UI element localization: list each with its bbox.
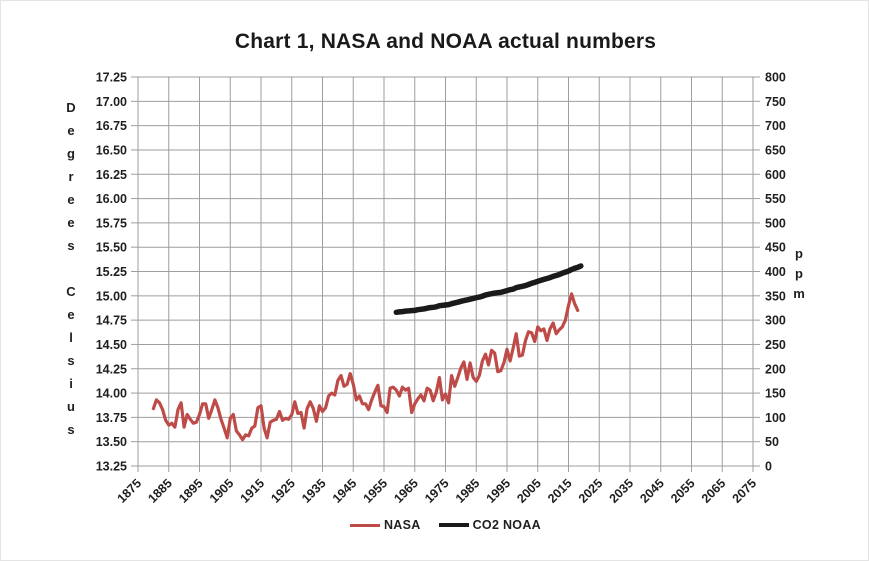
x-axis-tick-label: 1975	[422, 476, 452, 506]
left-axis-tick-label: 17.25	[96, 71, 127, 85]
right-axis-tick-label: 250	[765, 338, 786, 352]
x-axis-tick-label: 1875	[115, 476, 145, 506]
left-axis-tick-label: 14.75	[96, 314, 127, 328]
right-axis-tick-label: 400	[765, 265, 786, 279]
x-axis-tick-label: 2055	[668, 476, 698, 506]
axis-unit-letter: r	[68, 169, 74, 184]
chart-legend: NASA CO2 NOAA	[138, 518, 753, 532]
left-axis-tick-label: 13.75	[96, 411, 127, 425]
x-axis-tick-label: 1895	[176, 476, 206, 506]
right-axis-tick-label: 700	[765, 119, 786, 133]
right-axis-tick-label: 800	[765, 71, 786, 85]
left-axis-tick-label: 16.25	[96, 168, 127, 182]
series-line-co2-noaa	[393, 263, 584, 316]
axis-unit-letter: p	[795, 246, 803, 261]
x-axis-tick-label: 2075	[730, 476, 760, 506]
axis-unit-letter: C	[66, 284, 76, 299]
x-axis-tick-label: 2005	[514, 476, 544, 506]
x-axis-tick-label: 2035	[607, 476, 637, 506]
right-axis-tick-label: 350	[765, 289, 786, 303]
left-axis-tick-label: 14.50	[96, 338, 127, 352]
left-axis-tick-label: 17.00	[96, 95, 127, 109]
axis-unit-letter: i	[69, 376, 73, 391]
x-axis-tick-label: 1915	[238, 476, 268, 506]
left-axis-tick-label: 13.50	[96, 435, 127, 449]
right-axis-tick-label: 300	[765, 314, 786, 328]
x-axis-tick-label: 2025	[576, 476, 606, 506]
axis-unit-letter: u	[67, 399, 75, 414]
axis-unit-letter: g	[67, 146, 75, 161]
x-axis-tick-label: 1905	[207, 476, 237, 506]
right-axis-tick-label: 550	[765, 192, 786, 206]
legend-swatch-co2-noaa	[438, 523, 469, 527]
right-axis-tick-label: 0	[765, 460, 772, 474]
series-line-nasa	[151, 292, 580, 442]
x-axis-tick-label: 1965	[391, 476, 421, 506]
left-axis-tick-label: 14.25	[96, 362, 127, 376]
left-axis-tick-label: 15.25	[96, 265, 127, 279]
legend-label: NASA	[383, 518, 421, 532]
axis-unit-letter: p	[795, 266, 803, 281]
left-axis-tick-label: 14.00	[96, 387, 127, 401]
x-axis-tick-label: 1925	[268, 476, 298, 506]
left-axis-tick-label: 16.75	[96, 119, 127, 133]
axis-unit-letter: l	[69, 330, 73, 345]
chart-title: Chart 1, NASA and NOAA actual numbers	[234, 30, 657, 53]
x-axis-tick-label: 1985	[453, 476, 483, 506]
x-axis-tick-label: 1995	[484, 476, 514, 506]
x-axis-tick-label: 2015	[545, 476, 575, 506]
axis-unit-letter: e	[67, 123, 75, 138]
left-axis-tick-label: 13.25	[96, 460, 127, 474]
axis-unit-letter: D	[66, 100, 76, 115]
left-axis-tick-label: 15.75	[96, 216, 127, 230]
left-axis-tick-label: 16.00	[96, 192, 127, 206]
x-axis-tick-label: 1885	[145, 476, 175, 506]
right-axis-tick-label: 500	[765, 216, 786, 230]
legend-label: CO2 NOAA	[472, 518, 541, 532]
right-axis-tick-label: 50	[765, 435, 779, 449]
legend-item-co2-noaa: CO2 NOAA	[438, 518, 541, 532]
axis-unit-letter: s	[67, 422, 75, 437]
right-axis-tick-label: 450	[765, 241, 786, 255]
right-axis-tick-label: 650	[765, 143, 786, 157]
legend-item-nasa: NASA	[349, 518, 421, 532]
right-axis-tick-label: 150	[765, 387, 786, 401]
left-axis-tick-label: 15.00	[96, 289, 127, 303]
x-axis-tick-label: 1945	[330, 476, 360, 506]
right-axis-tick-label: 600	[765, 168, 786, 182]
right-axis-tick-label: 750	[765, 95, 786, 109]
x-axis-tick-label: 2045	[637, 476, 667, 506]
x-axis-tick-label: 1955	[361, 476, 391, 506]
axis-unit-letter: e	[67, 307, 75, 322]
axis-unit-letter: e	[67, 215, 75, 230]
x-axis-tick-label: 1935	[299, 476, 329, 506]
axis-unit-letter: s	[67, 353, 75, 368]
left-axis-tick-label: 16.50	[96, 143, 127, 157]
x-axis-tick-label: 2065	[699, 476, 729, 506]
axis-unit-letter: e	[67, 192, 75, 207]
legend-swatch-nasa	[349, 523, 380, 527]
left-axis-tick-label: 15.50	[96, 241, 127, 255]
axis-unit-letter: s	[67, 238, 75, 253]
right-axis-tick-label: 200	[765, 362, 786, 376]
axis-unit-letter: m	[793, 286, 805, 301]
right-axis-tick-label: 100	[765, 411, 786, 425]
